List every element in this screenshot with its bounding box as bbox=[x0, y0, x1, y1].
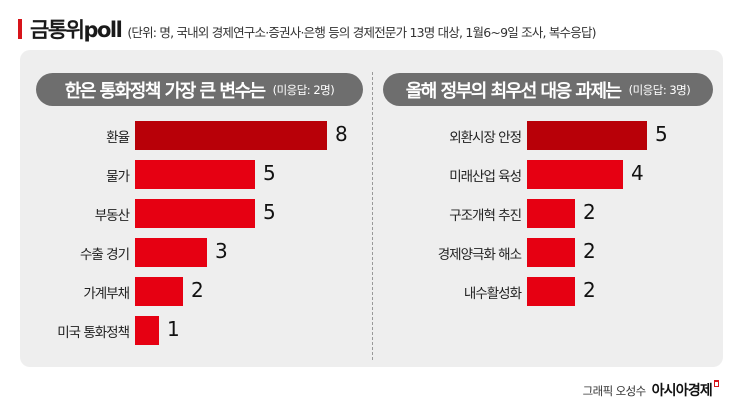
bar-label: 미래산업 육성 bbox=[449, 169, 522, 185]
brand-logo: 아시아경제 bbox=[651, 383, 713, 399]
bar bbox=[135, 121, 327, 150]
bar-value: 5 bbox=[655, 122, 668, 146]
bar-label: 환율 bbox=[106, 130, 130, 146]
left-chart-note: (미응답: 2명) bbox=[272, 82, 335, 97]
bar bbox=[527, 121, 647, 150]
bar bbox=[527, 160, 623, 189]
bar-label: 물가 bbox=[106, 169, 130, 185]
credit-text: 그래픽 오성수 bbox=[582, 384, 647, 398]
right-chart-title: 올해 정부의 최우선 대응 과제는 bbox=[405, 80, 622, 102]
bar bbox=[527, 277, 575, 306]
left-chart-title: 한은 통화정책 가장 큰 변수는 bbox=[64, 80, 266, 102]
panel-divider bbox=[372, 72, 373, 360]
bar-value: 8 bbox=[335, 122, 348, 146]
bar bbox=[135, 238, 207, 267]
bar bbox=[135, 316, 159, 345]
bar-value: 2 bbox=[583, 239, 596, 263]
brand-mark-icon bbox=[714, 380, 719, 387]
bar-value: 5 bbox=[263, 200, 276, 224]
bar-value: 5 bbox=[263, 161, 276, 185]
header-subtitle: (단위: 명, 국내외 경제연구소·증권사·은행 등의 경제전문가 13명 대상… bbox=[127, 24, 596, 40]
left-chart-title-pill: 한은 통화정책 가장 큰 변수는 (미응답: 2명) bbox=[36, 73, 363, 106]
bar-label: 내수활성화 bbox=[463, 286, 522, 302]
bar-value: 4 bbox=[631, 161, 644, 185]
bar bbox=[527, 199, 575, 228]
bar-label: 경제양극화 해소 bbox=[437, 247, 522, 263]
bar-label: 외환시장 안정 bbox=[449, 130, 522, 146]
header-accent-bar bbox=[18, 19, 22, 39]
bar bbox=[135, 199, 255, 228]
bar bbox=[135, 277, 183, 306]
bar-label: 미국 통화정책 bbox=[57, 325, 130, 341]
right-chart-note: (미응답: 3명) bbox=[628, 82, 691, 97]
bar-label: 수출 경기 bbox=[80, 247, 130, 263]
bar-label: 부동산 bbox=[94, 208, 130, 224]
bar-value: 3 bbox=[215, 239, 228, 263]
bar-label: 가계부채 bbox=[83, 286, 130, 302]
header-title: 금통위poll bbox=[30, 18, 123, 42]
right-chart-title-pill: 올해 정부의 최우선 대응 과제는 (미응답: 3명) bbox=[383, 73, 713, 106]
bar-value: 2 bbox=[583, 200, 596, 224]
credit: 그래픽 오성수 아시아경제 bbox=[583, 380, 719, 400]
header: 금통위poll (단위: 명, 국내외 경제연구소·증권사·은행 등의 경제전문… bbox=[18, 16, 597, 42]
bar-label: 구조개혁 추진 bbox=[449, 208, 522, 224]
bar-value: 2 bbox=[191, 278, 204, 302]
bar bbox=[527, 238, 575, 267]
bar-value: 2 bbox=[583, 278, 596, 302]
bar bbox=[135, 160, 255, 189]
bar-value: 1 bbox=[167, 317, 180, 341]
